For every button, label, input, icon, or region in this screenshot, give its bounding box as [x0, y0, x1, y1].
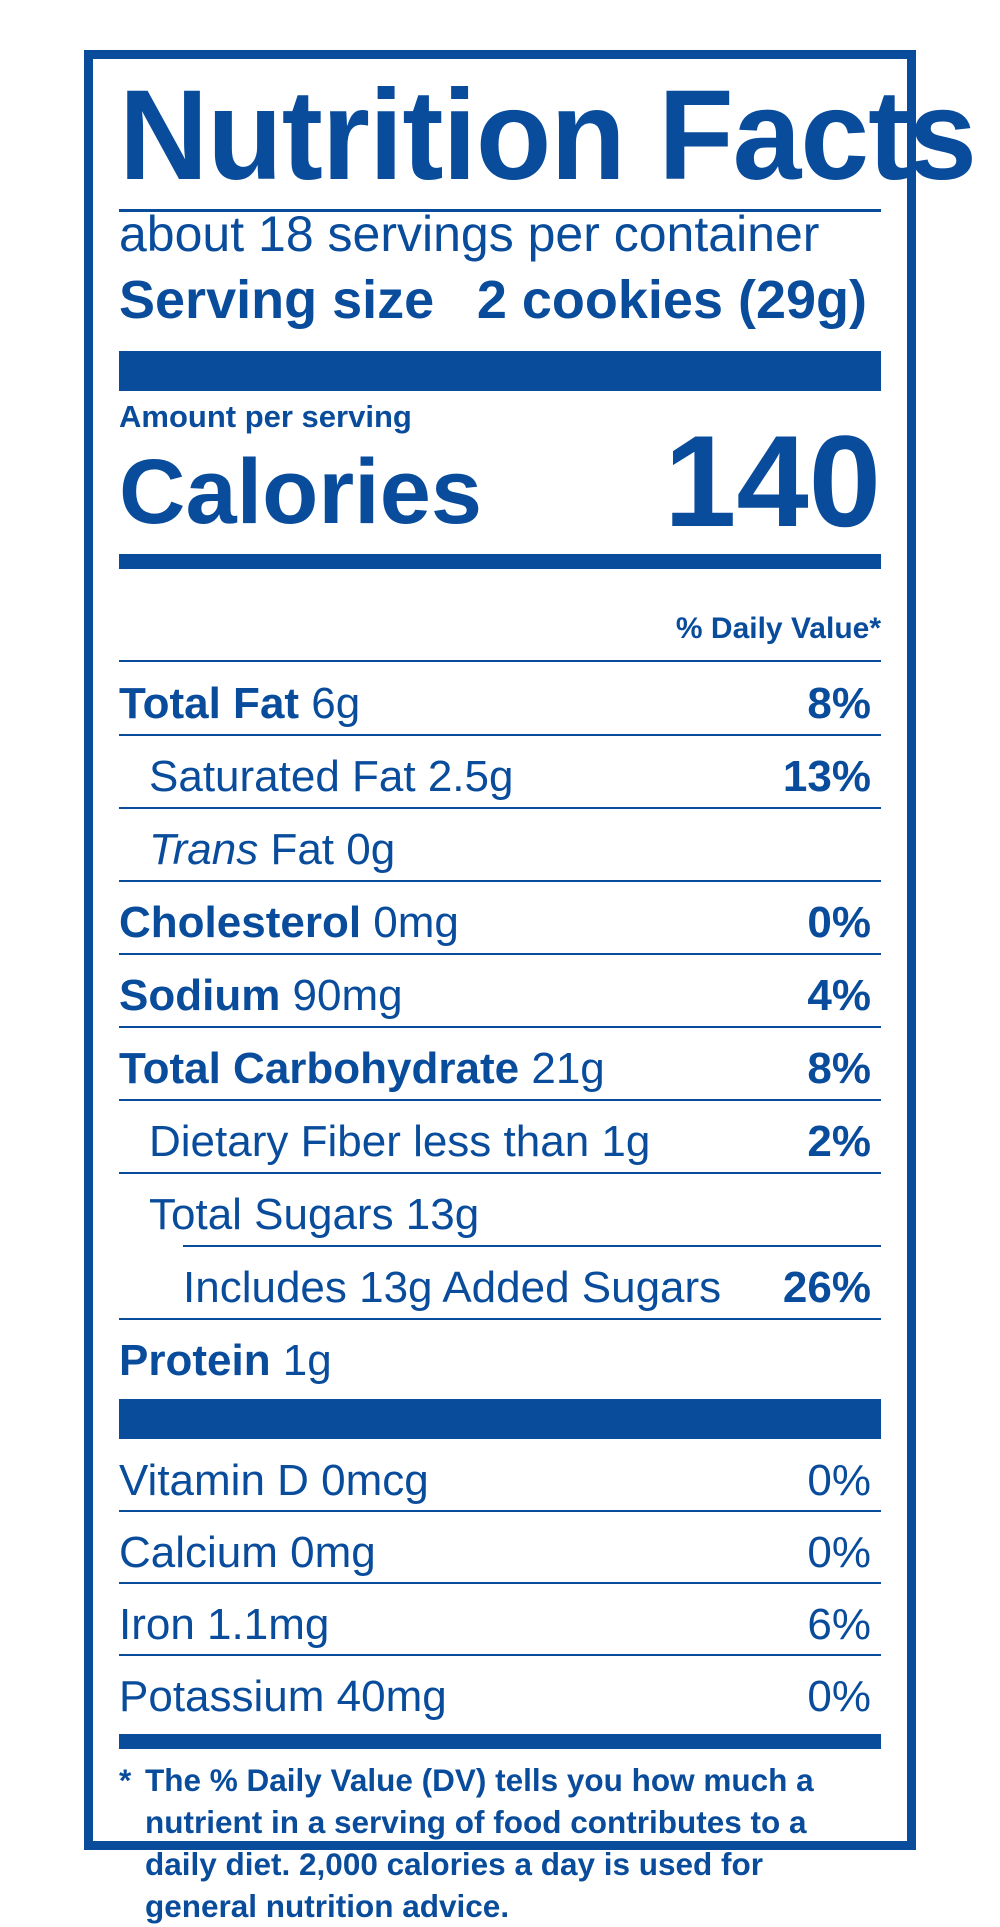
nutrient-row-total-fat: Total Fat 6g 8%: [119, 669, 881, 739]
nutrient-dv: 8%: [807, 1044, 871, 1093]
thick-divider: [119, 1399, 881, 1439]
footnote-text: The % Daily Value (DV) tells you how muc…: [145, 1762, 814, 1924]
nutrient-name: Protein: [119, 1336, 271, 1385]
nutrient-amount: 21g: [519, 1044, 605, 1093]
thick-divider: [119, 351, 881, 391]
divider: [119, 660, 881, 662]
nutrient-row-total-carbohydrate: Total Carbohydrate 21g 8%: [119, 1034, 881, 1104]
nutrient-row-cholesterol: Cholesterol 0mg 0%: [119, 888, 881, 958]
nutrient-amount: 6g: [299, 679, 361, 728]
nutrient-amount: Fat 0g: [258, 825, 396, 874]
label-title: Nutrition Facts: [119, 64, 977, 207]
vitamin-name: Calcium 0mg: [119, 1528, 376, 1577]
nutrient-dv: 2%: [807, 1117, 871, 1166]
divider: [119, 807, 881, 809]
serving-size-value: 2 cookies (29g): [476, 270, 867, 330]
nutrient-amount: 1g: [270, 1336, 332, 1385]
footnote-asterisk: *: [119, 1762, 132, 1798]
divider: [119, 1099, 881, 1101]
nutrient-row-protein: Protein 1g: [119, 1326, 881, 1396]
nutrient-dv: 0%: [807, 898, 871, 947]
medium-divider: [119, 1734, 881, 1749]
divider: [119, 1654, 881, 1656]
serving-size-row: Serving size 2 cookies (29g): [119, 267, 881, 333]
divider: [119, 1026, 881, 1028]
vitamin-row-calcium: Calcium 0mg 0%: [119, 1518, 881, 1588]
nutrient-row-total-sugars: Total Sugars 13g: [119, 1180, 881, 1250]
nutrient-name: Cholesterol: [119, 898, 362, 947]
divider: [119, 1582, 881, 1584]
nutrient-amount: Includes 13g Added Sugars: [183, 1263, 722, 1312]
vitamin-name: Iron 1.1mg: [119, 1600, 330, 1649]
calories-value: 140: [664, 408, 881, 554]
vitamin-name: Vitamin D 0mcg: [119, 1456, 429, 1505]
nutrient-row-dietary-fiber: Dietary Fiber less than 1g 2%: [119, 1107, 881, 1177]
nutrient-amount: Total Sugars 13g: [149, 1190, 480, 1239]
nutrient-name: Sodium: [119, 971, 281, 1020]
nutrient-amount: 0mg: [361, 898, 459, 947]
nutrient-row-added-sugars: Includes 13g Added Sugars 26%: [119, 1253, 881, 1323]
divider: [119, 734, 881, 736]
nutrient-row-sodium: Sodium 90mg 4%: [119, 961, 881, 1031]
medium-divider: [119, 554, 881, 569]
nutrient-dv: 26%: [782, 1263, 871, 1312]
vitamin-row-potassium: Potassium 40mg 0%: [119, 1662, 881, 1732]
footnote: * The % Daily Value (DV) tells you how m…: [119, 1759, 881, 1927]
vitamin-name: Potassium 40mg: [119, 1672, 447, 1721]
vitamin-dv: 0%: [807, 1528, 871, 1577]
daily-value-header: % Daily Value*: [675, 612, 881, 645]
vitamin-dv: 6%: [807, 1600, 871, 1649]
nutrient-amount: Saturated Fat 2.5g: [149, 752, 514, 801]
divider: [119, 880, 881, 882]
divider: [183, 1245, 881, 1247]
label-content: Nutrition Facts about 18 servings per co…: [119, 59, 977, 1924]
vitamin-row-iron: Iron 1.1mg 6%: [119, 1590, 881, 1660]
nutrient-dv: 4%: [807, 971, 871, 1020]
servings-per-container: about 18 servings per container: [119, 206, 820, 262]
nutrition-facts-label: Nutrition Facts about 18 servings per co…: [84, 50, 977, 1924]
nutrient-dv: 13%: [782, 752, 871, 801]
divider: [119, 1318, 881, 1320]
nutrient-name: Total Carbohydrate: [119, 1044, 520, 1093]
amount-per-serving: Amount per serving: [119, 399, 412, 434]
nutrient-row-trans-fat: Trans Fat 0g: [119, 815, 881, 885]
divider: [119, 209, 881, 212]
nutrient-row-saturated-fat: Saturated Fat 2.5g 13%: [119, 742, 881, 812]
nutrient-name-italic: Trans: [149, 825, 259, 874]
nutrient-amount: Dietary Fiber less than 1g: [149, 1117, 651, 1166]
vitamin-row-vitamin-d: Vitamin D 0mcg 0%: [119, 1446, 881, 1516]
vitamin-dv: 0%: [807, 1456, 871, 1505]
serving-size-label: Serving size: [119, 270, 435, 330]
divider: [119, 1510, 881, 1512]
nutrient-amount: 90mg: [280, 971, 403, 1020]
nutrient-name: Total Fat: [119, 679, 300, 728]
divider: [119, 953, 881, 955]
calories-label: Calories: [119, 441, 483, 543]
divider: [119, 1172, 881, 1174]
nutrient-dv: 8%: [807, 679, 871, 728]
vitamin-dv: 0%: [807, 1672, 871, 1721]
